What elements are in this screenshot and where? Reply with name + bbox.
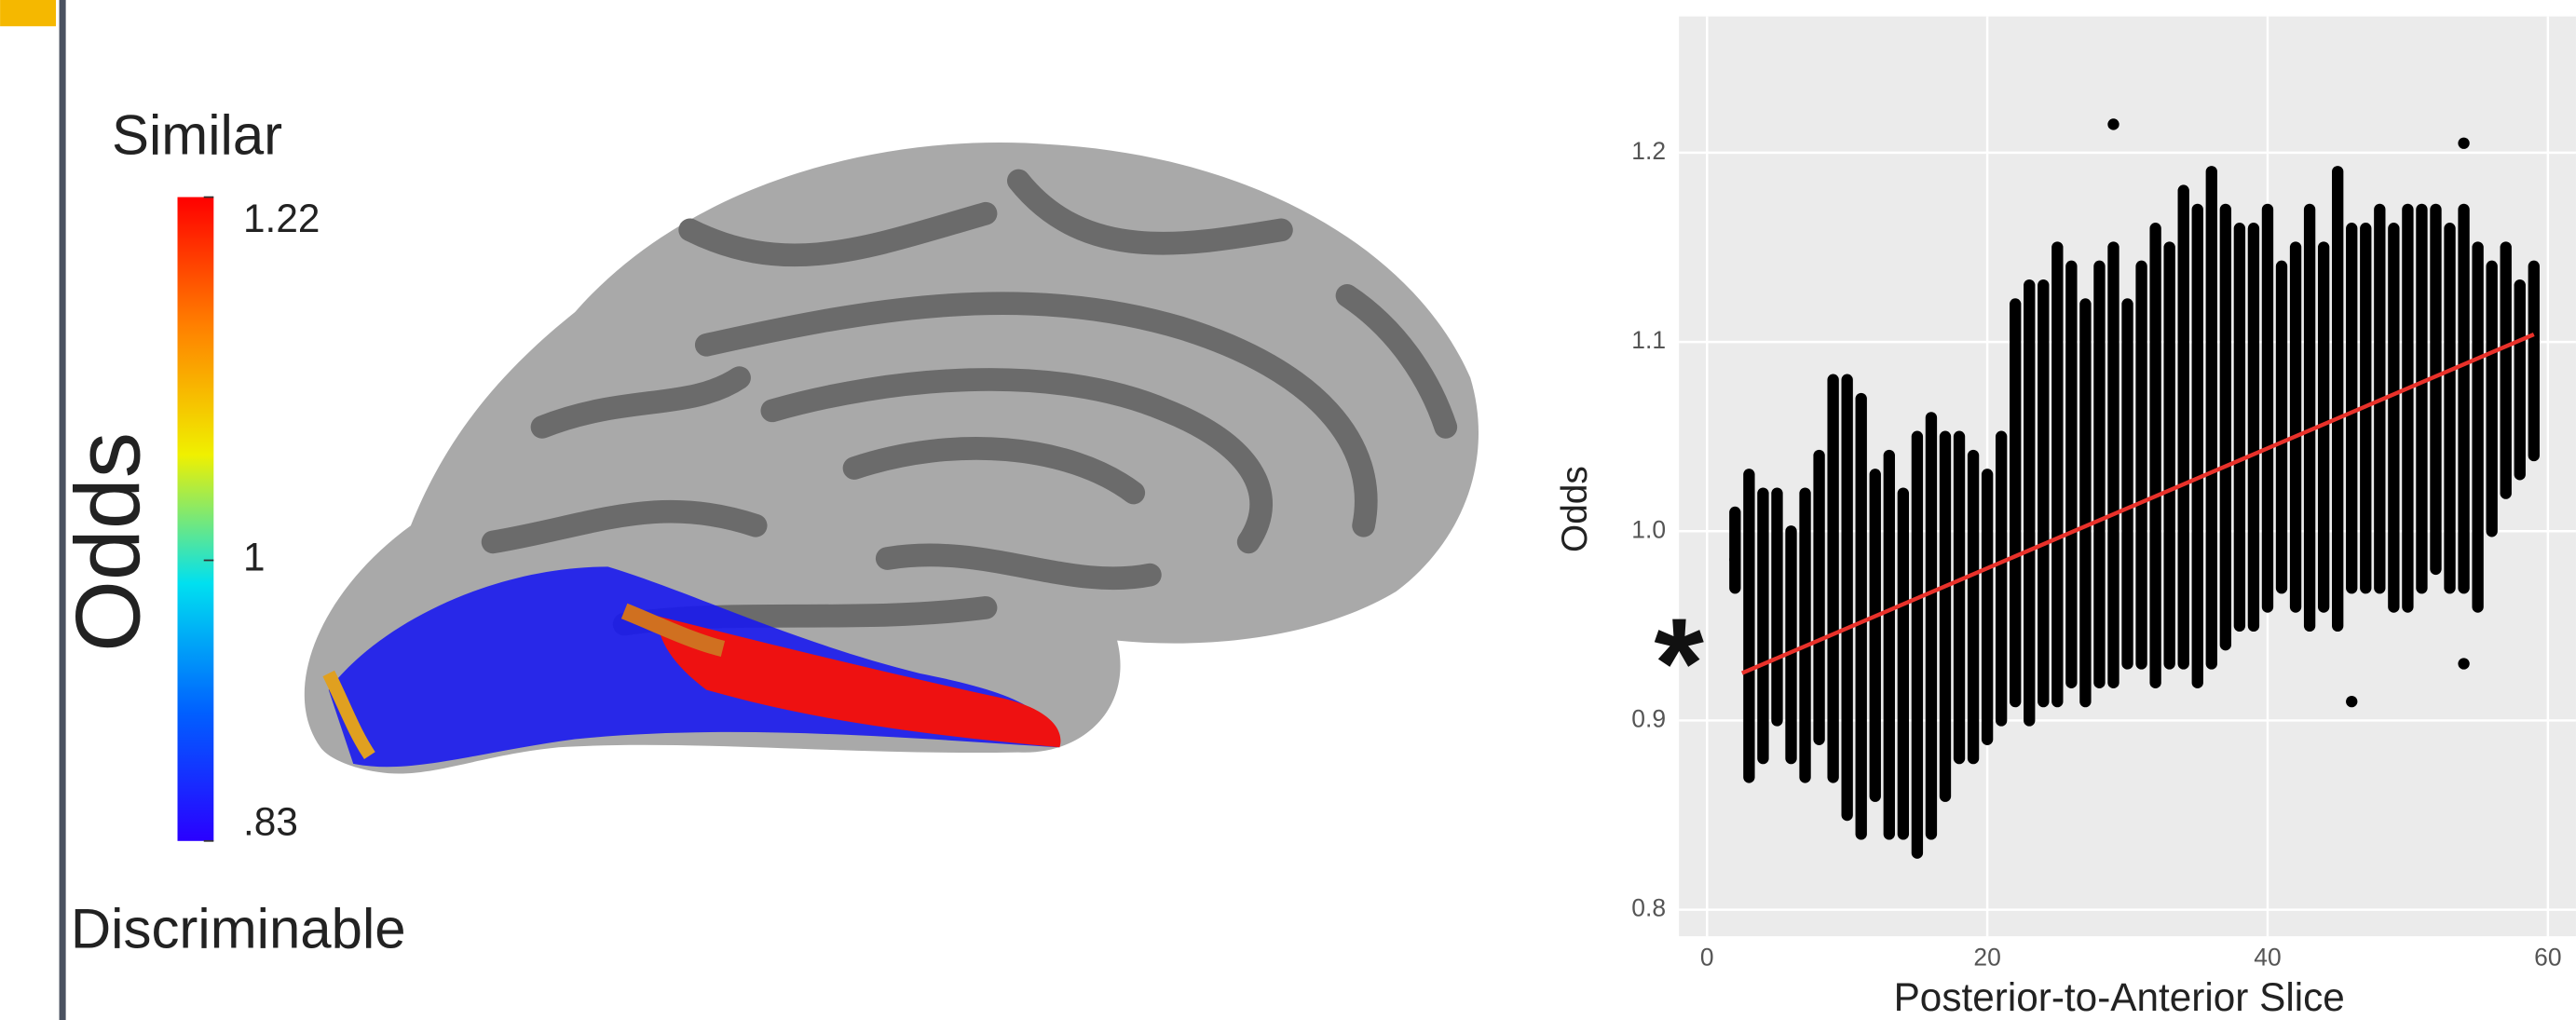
- colorbar-label: Odds: [57, 432, 159, 652]
- y-tick-label: 1.0: [1631, 515, 1666, 543]
- point: [2458, 138, 2469, 149]
- point: [2107, 118, 2119, 129]
- colorbar-subtitle: Discriminable: [71, 897, 406, 959]
- x-tick-label: 60: [2534, 944, 2561, 972]
- y-axis-title: Odds: [1555, 466, 1595, 552]
- annotation: *: [1654, 592, 1704, 735]
- x-tick-label: 40: [2254, 944, 2281, 972]
- colorbar-tick-label: 1: [243, 536, 266, 579]
- y-tick-label: 0.8: [1631, 894, 1666, 922]
- colorbar-title: Similar: [112, 104, 282, 167]
- y-tick-label: 1.2: [1631, 137, 1666, 165]
- y-tick-label: 1.1: [1631, 326, 1666, 354]
- brain-surface: [305, 143, 1479, 774]
- x-tick-label: 0: [1700, 944, 1714, 972]
- point: [1729, 554, 1740, 565]
- accent-box: [0, 0, 56, 26]
- point: [2458, 658, 2469, 669]
- colorbar-tick-label: .83: [243, 799, 298, 843]
- slide: .8311.22SimilarDiscriminableOdds0.80.91.…: [0, 0, 2576, 1020]
- colorbar: [178, 197, 214, 841]
- point: [2346, 696, 2357, 707]
- x-axis-title: Posterior-to-Anterior Slice: [1894, 975, 2345, 1019]
- x-tick-label: 20: [1973, 944, 2000, 972]
- colorbar-tick-label: 1.22: [243, 197, 320, 240]
